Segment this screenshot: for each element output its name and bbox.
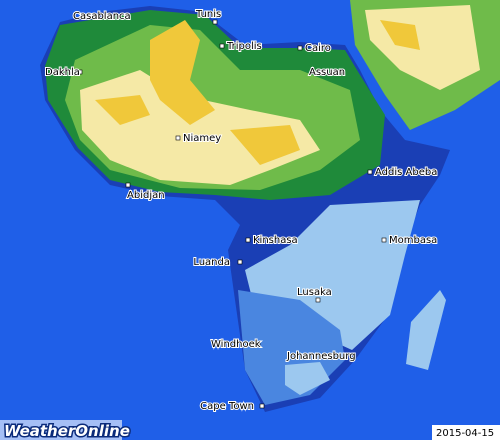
city-label: Casablanca [73, 11, 131, 22]
city-dot [323, 353, 329, 359]
city-dot [381, 237, 387, 243]
city-labels: Casablanca Tunis Tripolis Cairo Dakhla Assuan… [44, 8, 438, 413]
city-dot [175, 135, 181, 141]
city-dot [125, 182, 131, 188]
city-label: Tripolis [226, 41, 262, 52]
city-dot [237, 259, 243, 265]
city-dot [315, 297, 321, 303]
city-label: Luanda [193, 257, 230, 268]
date: 2015-04-15 [436, 428, 494, 439]
city-dot [337, 69, 343, 75]
city-dot [367, 169, 373, 175]
city-label: Johannesburg [286, 351, 356, 362]
city-label: Abidjan [127, 190, 165, 201]
city-dot [219, 43, 225, 49]
city-dot [297, 45, 303, 51]
city-label: Tunis [195, 9, 221, 20]
arabia-yellow [380, 20, 420, 50]
city-dot [77, 69, 83, 75]
city-label: Niamey [183, 133, 221, 144]
city-label: Mombasa [389, 235, 437, 246]
logo-bg [0, 420, 122, 440]
city-dot [255, 341, 261, 347]
city-label: Windhoek [211, 339, 261, 350]
date-bg [432, 425, 500, 440]
city-dot [259, 403, 265, 409]
city-label: Lusaka [297, 287, 332, 298]
city-label: Kinshasa [253, 235, 298, 246]
logo: WeatherOnline [4, 422, 130, 440]
city-label: Dakhla [45, 67, 80, 78]
land [40, 0, 500, 412]
madagascar [406, 290, 446, 370]
city-label: Assuan [309, 67, 345, 78]
zone-yellow-2 [95, 95, 150, 125]
city-label: Addis Abeba [375, 167, 437, 178]
city-dot [212, 19, 218, 25]
city-label: Cairo [305, 43, 331, 54]
city-label: Cape Town [200, 401, 254, 412]
zone-yellow [150, 20, 215, 125]
city-dot [105, 13, 111, 19]
city-dot [245, 237, 251, 243]
zone-yellow-3 [230, 125, 300, 165]
zone-light-blue-2 [285, 362, 330, 395]
